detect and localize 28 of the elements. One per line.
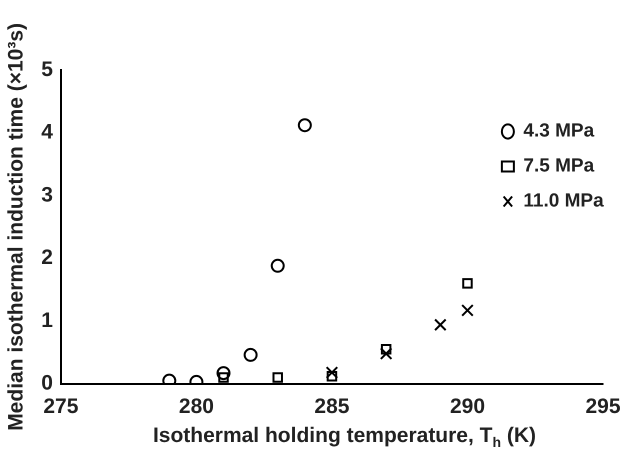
point xyxy=(270,258,285,273)
x-tick-label: 295 xyxy=(585,395,621,418)
x-tick-label: 290 xyxy=(450,395,485,418)
x-tick-label: 280 xyxy=(178,395,214,418)
point xyxy=(244,348,258,362)
point xyxy=(326,371,338,382)
point xyxy=(216,366,231,380)
point xyxy=(462,278,473,289)
legend-label: 7.5 MPa xyxy=(523,156,595,177)
y-tick-label: 3 xyxy=(41,183,53,206)
point xyxy=(326,366,338,379)
point xyxy=(272,372,283,383)
legend-label: 4.3 MPa xyxy=(523,120,595,142)
y-tick-label: 5 xyxy=(41,58,54,81)
y-tick-label: 2 xyxy=(41,246,53,270)
point xyxy=(380,344,392,355)
point xyxy=(461,304,474,317)
legend-label: 11.0 MPa xyxy=(523,190,604,212)
x-axis-title: Isothermal holding temperature, T$_{h}$ (K) xyxy=(152,424,538,450)
y-tick-label: 4 xyxy=(41,120,54,144)
point xyxy=(380,347,392,360)
y-axis-title: Median isothermal induction time (×10³s) xyxy=(4,22,28,431)
point xyxy=(434,318,447,332)
y-tick-label: 0 xyxy=(41,372,53,395)
point xyxy=(298,118,312,132)
x-tick-label: 275 xyxy=(43,395,79,418)
y-tick-label: 1 xyxy=(41,308,54,332)
x-tick-label: 285 xyxy=(314,395,350,418)
